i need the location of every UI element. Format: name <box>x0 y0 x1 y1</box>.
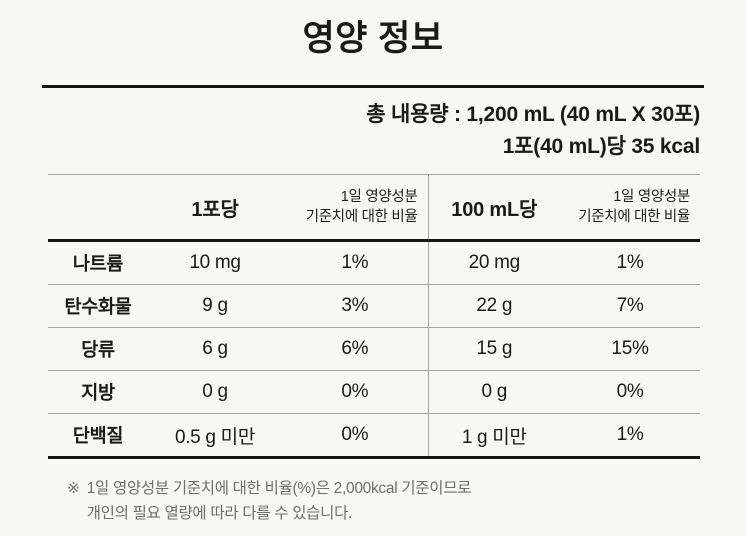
footnote-line-2: 개인의 필요 열량에 따라 다를 수 있습니다. <box>86 505 353 522</box>
per100-amount: 22 g <box>427 284 560 328</box>
serving-amount: 9 g <box>148 284 282 328</box>
per100-amount: 15 g <box>427 327 560 371</box>
nutrient-name: 단백질 <box>48 413 148 458</box>
serving-daily-pct: 1% <box>282 240 428 285</box>
per100-daily-pct: 15% <box>560 327 700 371</box>
nutrient-name: 당류 <box>48 327 148 371</box>
serving-amount: 0 g <box>148 370 282 414</box>
table-header-row: 1포당 1일 영양성분 기준치에 대한 비율 100 mL당 1일 영양성분 기… <box>48 174 700 242</box>
nutrient-name: 나트륨 <box>48 240 148 285</box>
per100-amount: 0 g <box>427 370 560 414</box>
nutrition-table: 1포당 1일 영양성분 기준치에 대한 비율 100 mL당 1일 영양성분 기… <box>48 174 700 459</box>
footnote-line-1: 1일 영양성분 기준치에 대한 비율(%)은 2,000kcal 기준이므로 <box>86 480 472 497</box>
table-row: 단백질 0.5 g 미만 0% 1 g 미만 1% <box>48 413 700 458</box>
table-row: 지방 0 g 0% 0 g 0% <box>48 370 700 414</box>
serving-daily-pct: 6% <box>282 327 428 371</box>
per100-amount: 20 mg <box>427 240 560 285</box>
serving-daily-pct: 0% <box>282 413 428 458</box>
footnote-marker: ※ <box>67 480 80 497</box>
serving-amount: 10 mg <box>148 240 282 285</box>
header-daily-ratio-serving: 1일 영양성분 기준치에 대한 비율 <box>282 174 428 242</box>
header-nutrient <box>48 174 148 242</box>
per100-daily-pct: 1% <box>560 240 700 285</box>
nutrient-name: 지방 <box>48 370 148 414</box>
footnote: ※ 1일 영양성분 기준치에 대한 비율(%)은 2,000kcal 기준이므로… <box>67 476 706 526</box>
table-row: 당류 6 g 6% 15 g 15% <box>48 327 700 371</box>
serving-daily-pct: 3% <box>282 284 428 328</box>
per100-daily-pct: 0% <box>560 370 700 414</box>
per100-daily-pct: 1% <box>560 413 700 458</box>
serving-amount: 6 g <box>148 327 282 371</box>
total-volume-text: 총 내용량 : 1,200 mL (40 mL X 30포) <box>366 103 700 126</box>
per100-daily-pct: 7% <box>560 284 700 328</box>
serving-summary: 총 내용량 : 1,200 mL (40 mL X 30포) 1포(40 mL)… <box>0 99 700 163</box>
nutrient-name: 탄수화물 <box>48 284 148 328</box>
per100-amount: 1 g 미만 <box>427 413 560 458</box>
header-per-100ml: 100 mL당 <box>427 174 560 242</box>
header-per-serving: 1포당 <box>148 174 282 242</box>
table-row: 탄수화물 9 g 3% 22 g 7% <box>48 284 700 328</box>
serving-daily-pct: 0% <box>282 370 428 414</box>
title-divider <box>42 85 704 88</box>
table-row: 나트륨 10 mg 1% 20 mg 1% <box>48 240 700 285</box>
per-serving-kcal-text: 1포(40 mL)당 35 kcal <box>502 135 701 158</box>
serving-amount: 0.5 g 미만 <box>148 413 282 458</box>
page-title: 영양 정보 <box>302 19 444 58</box>
header-daily-ratio-100ml: 1일 영양성분 기준치에 대한 비율 <box>560 174 700 242</box>
